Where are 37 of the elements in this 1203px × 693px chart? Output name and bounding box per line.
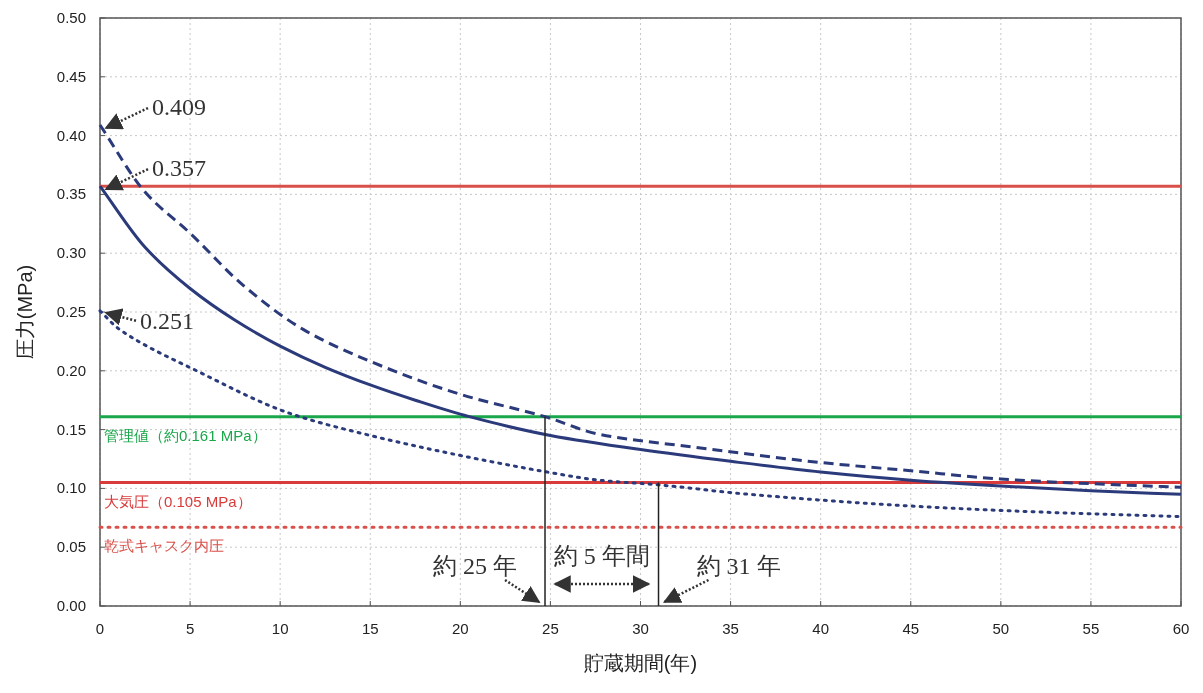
annotation: 0.357 bbox=[152, 155, 206, 182]
x-tick-label: 10 bbox=[271, 620, 289, 637]
x-tick-label: 0 bbox=[95, 620, 105, 637]
ref-line-label: 乾式キャスク内圧 bbox=[104, 537, 224, 555]
x-tick-label: 35 bbox=[722, 620, 739, 637]
x-tick-label: 50 bbox=[992, 620, 1010, 637]
annotation: 約 25 年 bbox=[433, 553, 518, 579]
y-tick-label: 0.15 bbox=[56, 420, 86, 438]
x-tick-label: 55 bbox=[1082, 620, 1100, 637]
annotation: 約 31 年 bbox=[696, 553, 781, 579]
annotation: 約 5 年間 bbox=[553, 543, 650, 569]
line-series bbox=[98, 184, 1183, 496]
x-tick-label: 25 bbox=[542, 620, 559, 637]
y-tick-label: 0.25 bbox=[56, 303, 86, 320]
x-tick-label: 30 bbox=[632, 620, 649, 637]
y-tick-label: 0.45 bbox=[56, 67, 86, 85]
y-tick-label: 0.50 bbox=[56, 9, 86, 26]
x-tick-label: 60 bbox=[1172, 620, 1190, 637]
x-tick-label: 15 bbox=[361, 620, 379, 637]
x-axis-title: 貯蔵期間(年) bbox=[583, 652, 698, 674]
x-tick-label: 5 bbox=[185, 620, 195, 637]
y-axis-title: 圧力(MPa) bbox=[14, 264, 36, 360]
y-tick-label: 0.30 bbox=[56, 244, 86, 262]
y-tick-label: 0.00 bbox=[56, 597, 86, 614]
x-tick-label: 20 bbox=[451, 620, 469, 637]
x-tick-label: 40 bbox=[812, 620, 830, 637]
y-tick-label: 0.10 bbox=[56, 479, 86, 497]
y-tick-label: 0.05 bbox=[56, 538, 86, 556]
x-tick-label: 45 bbox=[902, 620, 920, 637]
y-tick-label: 0.20 bbox=[56, 361, 86, 379]
ref-line-label: 管理値（約0.161 MPa） bbox=[104, 426, 267, 444]
annotation: 0.251 bbox=[140, 307, 194, 334]
ref-line-label: 大気圧（0.105 MPa） bbox=[104, 492, 252, 510]
line-series bbox=[98, 123, 1183, 489]
y-tick-label: 0.40 bbox=[56, 126, 86, 144]
y-tick-label: 0.35 bbox=[56, 185, 86, 203]
annotation: 0.409 bbox=[152, 94, 206, 121]
